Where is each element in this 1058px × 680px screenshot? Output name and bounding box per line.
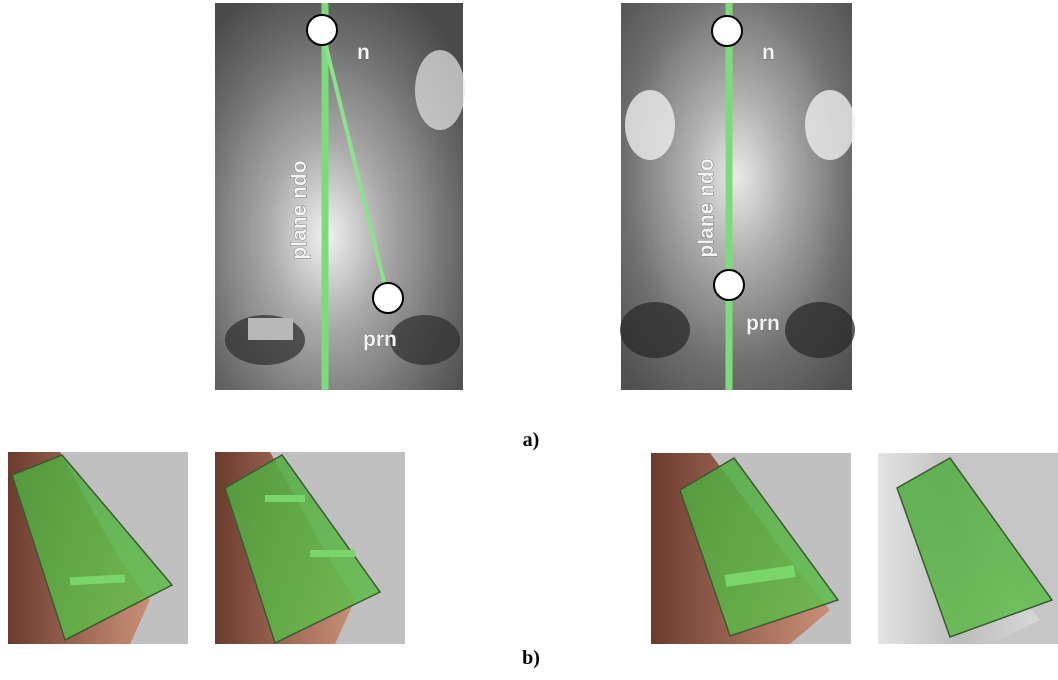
render-2 <box>215 452 405 644</box>
label-n: n <box>762 41 775 64</box>
caption-b: b) <box>522 647 540 669</box>
label-prn: prn <box>746 312 780 335</box>
render-4 <box>878 453 1058 644</box>
render-3 <box>651 453 851 644</box>
render-1 <box>8 452 188 644</box>
nose-view-left: n plane ndo prn <box>215 3 465 390</box>
figure: n plane ndo prn n plane ndo prn a) <box>0 0 1058 680</box>
label-plane: plane ndo <box>695 158 718 257</box>
nose-view-right: n plane ndo prn <box>620 3 855 390</box>
caption-a: a) <box>523 429 540 451</box>
label-n: n <box>357 41 370 64</box>
label-plane: plane ndo <box>288 160 311 259</box>
label-prn: prn <box>363 328 397 351</box>
